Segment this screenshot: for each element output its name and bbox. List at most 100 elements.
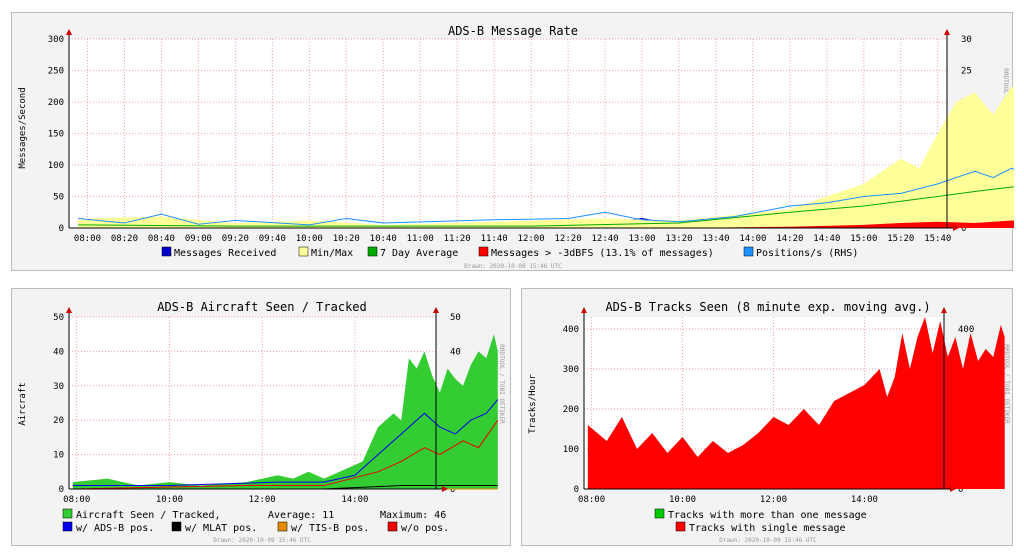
legend-label-avg: 7 Day Average (380, 248, 458, 259)
y-axis-arrow (581, 307, 587, 313)
legend-swatch-multi (654, 508, 665, 519)
legend-label-single: Tracks with single message (689, 523, 846, 534)
x-tick-label: 08:40 (148, 234, 175, 244)
y2-axis-arrow (433, 307, 439, 313)
legend-swatch-seen (62, 508, 73, 519)
x-tick-label: 15:40 (924, 234, 951, 244)
series-messages-3dbfs-13-1-of-messages-area (78, 220, 1024, 228)
legend-maximum: Maximum: 46 (380, 510, 446, 521)
x-tick-label: 13:40 (702, 234, 729, 244)
x-tick-label: 10:20 (333, 234, 360, 244)
legend-label-mlat: w/ MLAT pos. (185, 523, 257, 534)
x-tick-label: 15:00 (850, 234, 877, 244)
x-tick-label: 11:40 (481, 234, 508, 244)
y-tick-label: 50 (53, 313, 64, 323)
x-tick-label: 12:00 (249, 495, 276, 505)
y-tick-label: 250 (48, 67, 64, 77)
x-tick-label: 09:40 (259, 234, 286, 244)
x-tick-label: 10:40 (370, 234, 397, 244)
y-tick-label: 0 (59, 485, 64, 495)
y2-axis-arrow (941, 307, 947, 313)
series-tracks-with-single-message-area (587, 317, 1005, 489)
legend-swatch-nopos (387, 521, 398, 532)
x-axis-arrow (950, 486, 956, 492)
panel-message-rate: ADS-B Message Rate Messages/Second RRDTO… (11, 12, 1024, 271)
x-tick-label: 10:00 (669, 495, 696, 505)
legend-swatch-single (675, 521, 686, 532)
y-tick-label: 100 (563, 445, 579, 455)
series-positions-s-rhs-line (78, 167, 1024, 226)
chart-aircraft: ADS-B Aircraft Seen / Tracked Aircraft R… (18, 300, 505, 544)
legend-label-seen: Aircraft Seen / Tracked, (76, 510, 221, 521)
x-tick-label: 11:20 (444, 234, 471, 244)
legend: Messages Received Min/Max 7 Day Average … (161, 246, 858, 259)
legend-swatch-adsb (62, 521, 73, 532)
x-tick-label: 13:20 (665, 234, 692, 244)
x-tick-label: 11:00 (407, 234, 434, 244)
chart-title: ADS-B Aircraft Seen / Tracked (157, 300, 367, 314)
x-tick-label: 12:40 (591, 234, 618, 244)
chart-message-rate: ADS-B Message Rate Messages/Second RRDTO… (18, 24, 1024, 270)
x-tick-label: 13:00 (628, 234, 655, 244)
y2-tick-label: 400 (958, 325, 974, 335)
y-tick-label: 20 (53, 416, 64, 426)
y-tick-label: 40 (53, 347, 64, 357)
x-tick-label: 14:20 (776, 234, 803, 244)
chart-tracks: ADS-B Tracks Seen (8 minute exp. moving … (528, 300, 1010, 544)
legend-swatch-mlat (171, 521, 182, 532)
y-tick-label: 100 (48, 161, 64, 171)
chart-title: ADS-B Tracks Seen (8 minute exp. moving … (605, 300, 930, 314)
drawn-timestamp: Drawn: 2020-10-09 15:46 UTC (213, 537, 311, 544)
y2-tick-label: 0 (958, 485, 963, 495)
y2-tick-label: 0 (450, 485, 455, 495)
x-tick-label: 14:00 (739, 234, 766, 244)
x-tick-label: 10:00 (156, 495, 183, 505)
y-axis-label: Tracks/Hour (528, 374, 538, 434)
y-axis-label: Messages/Second (18, 87, 28, 168)
legend-swatch-tisb (277, 521, 288, 532)
y-tick-label: 10 (53, 451, 64, 461)
x-axis-arrow (953, 225, 959, 231)
drawn-timestamp: Drawn: 2020-10-09 15:46 UTC (464, 263, 562, 270)
x-axis-arrow (442, 486, 448, 492)
y-tick-label: 0 (59, 224, 64, 234)
y-tick-label: 300 (48, 35, 64, 45)
y2-tick-label: 25 (961, 67, 972, 77)
drawn-timestamp: Drawn: 2020-10-09 15:46 UTC (719, 537, 817, 544)
x-tick-label: 12:00 (518, 234, 545, 244)
legend-label-adsb: w/ ADS-B pos. (76, 523, 154, 534)
legend-label-positions: Positions/s (RHS) (756, 248, 858, 259)
watermark: RRDTOOL / TOBI OETIKER (498, 344, 505, 424)
legend: Tracks with more than one message Tracks… (654, 508, 867, 534)
x-tick-label: 08:00 (578, 495, 605, 505)
x-tick-label: 12:00 (760, 495, 787, 505)
legend-swatch-minmax (298, 246, 309, 257)
panel-tracks: ADS-B Tracks Seen (8 minute exp. moving … (521, 288, 1013, 546)
x-tick-label: 15:20 (887, 234, 914, 244)
x-tick-label: 14:40 (813, 234, 840, 244)
legend-label-minmax: Min/Max (311, 248, 353, 259)
series-7-day-average-line (78, 185, 1024, 227)
panel-aircraft: ADS-B Aircraft Seen / Tracked Aircraft R… (11, 288, 511, 546)
chart-title: ADS-B Message Rate (448, 24, 578, 38)
legend: Aircraft Seen / Tracked, Average: 11 Max… (62, 508, 449, 534)
y-axis-label: Aircraft (18, 382, 28, 425)
legend-label-multi: Tracks with more than one message (668, 510, 867, 521)
legend-label-strong: Messages > -3dBFS (13.1% of messages) (491, 248, 714, 259)
x-tick-label: 09:20 (222, 234, 249, 244)
y-tick-label: 30 (53, 382, 64, 392)
legend-swatch-received (161, 246, 172, 257)
x-tick-label: 10:00 (296, 234, 323, 244)
legend-swatch-avg (367, 246, 378, 257)
series-min-max-area (78, 86, 1024, 228)
legend-label-received: Messages Received (174, 248, 276, 259)
series-w-o-pos-line (72, 419, 499, 490)
y-tick-label: 300 (563, 365, 579, 375)
legend-label-nopos: w/o pos. (401, 523, 449, 534)
x-tick-label: 14:00 (341, 495, 368, 505)
legend-label-tisb: w/ TIS-B pos. (291, 523, 369, 534)
y2-tick-label: 50 (450, 313, 461, 323)
y-tick-label: 200 (563, 405, 579, 415)
y2-tick-label: 40 (450, 347, 461, 357)
y2-tick-label: 30 (961, 35, 972, 45)
